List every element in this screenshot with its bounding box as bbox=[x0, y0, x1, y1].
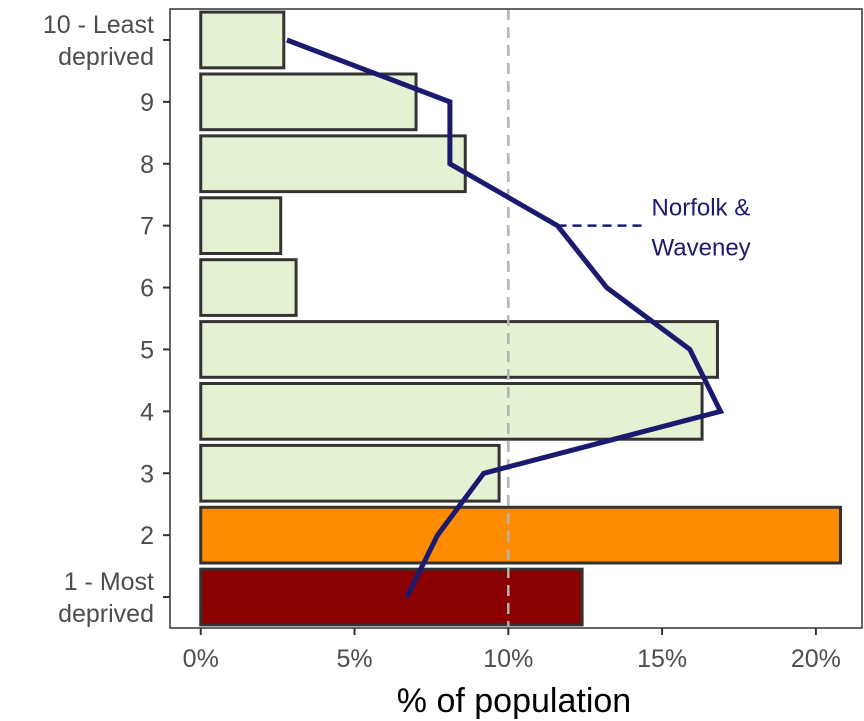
y-tick-label-line: 1 - Most bbox=[64, 568, 154, 596]
y-tick-label-9: 9 bbox=[140, 89, 154, 117]
x-axis: 0% 5% 10% 15% 20% bbox=[183, 628, 841, 673]
x-tick-label-0: 0% bbox=[183, 645, 219, 673]
bar-decile-3 bbox=[199, 443, 501, 503]
bar-decile-1 bbox=[199, 567, 584, 627]
bar-decile-9 bbox=[199, 72, 418, 132]
bar-decile-7 bbox=[199, 196, 283, 256]
y-tick-label-2: 2 bbox=[140, 522, 154, 550]
y-tick-label-3: 3 bbox=[140, 460, 154, 488]
y-tick-label-line: 8 bbox=[140, 151, 154, 179]
x-tick-label-20: 20% bbox=[791, 645, 841, 673]
bar-decile-10 bbox=[199, 10, 286, 70]
y-tick-label-line: 6 bbox=[140, 275, 154, 303]
bar-decile-5 bbox=[199, 320, 719, 379]
y-tick-label-4: 4 bbox=[140, 398, 154, 426]
annotation-label-line: Norfolk & bbox=[652, 195, 751, 222]
y-tick-label-line: deprived bbox=[58, 43, 154, 71]
y-axis: 1 - Most deprived 2 3 4 5 6 7 8 9 10 - Least depriv… bbox=[43, 11, 170, 628]
y-tick-label-line: deprived bbox=[58, 600, 154, 628]
y-tick-label-line: 7 bbox=[140, 213, 154, 241]
y-tick-label-10: 10 - Least deprived bbox=[43, 11, 154, 71]
bar-decile-2 bbox=[199, 505, 842, 565]
y-tick-label-1: 1 - Most deprived bbox=[58, 568, 154, 628]
y-tick-label-line: 10 - Least bbox=[43, 11, 154, 39]
y-tick-label-line: 9 bbox=[140, 89, 154, 117]
comparison-line-norfolk-waveney bbox=[286, 37, 725, 599]
x-tick-label-15: 15% bbox=[637, 645, 687, 673]
y-tick-label-line: 4 bbox=[140, 398, 154, 426]
annotation-layer: Norfolk & Waveney bbox=[557, 195, 751, 262]
plot-panel-border bbox=[169, 8, 863, 629]
y-tick-label-5: 5 bbox=[140, 336, 154, 364]
y-tick-label-line: 3 bbox=[140, 460, 154, 488]
bar-decile-6 bbox=[199, 258, 298, 317]
x-tick-label-10: 10% bbox=[483, 645, 533, 673]
bar-decile-4 bbox=[199, 381, 704, 441]
annotation-label: Norfolk & Waveney bbox=[652, 195, 751, 262]
x-tick-label-5: 5% bbox=[336, 645, 372, 673]
x-axis-title: % of population bbox=[397, 682, 631, 720]
bar-decile-8 bbox=[199, 134, 467, 194]
y-tick-label-line: 2 bbox=[140, 522, 154, 550]
y-tick-label-8: 8 bbox=[140, 151, 154, 179]
annotation-label-line: Waveney bbox=[652, 235, 751, 262]
y-tick-label-6: 6 bbox=[140, 275, 154, 303]
comparison-line-layer bbox=[286, 37, 725, 599]
y-tick-label-line: 5 bbox=[140, 336, 154, 364]
bars-layer bbox=[199, 10, 842, 627]
y-tick-label-7: 7 bbox=[140, 213, 154, 241]
